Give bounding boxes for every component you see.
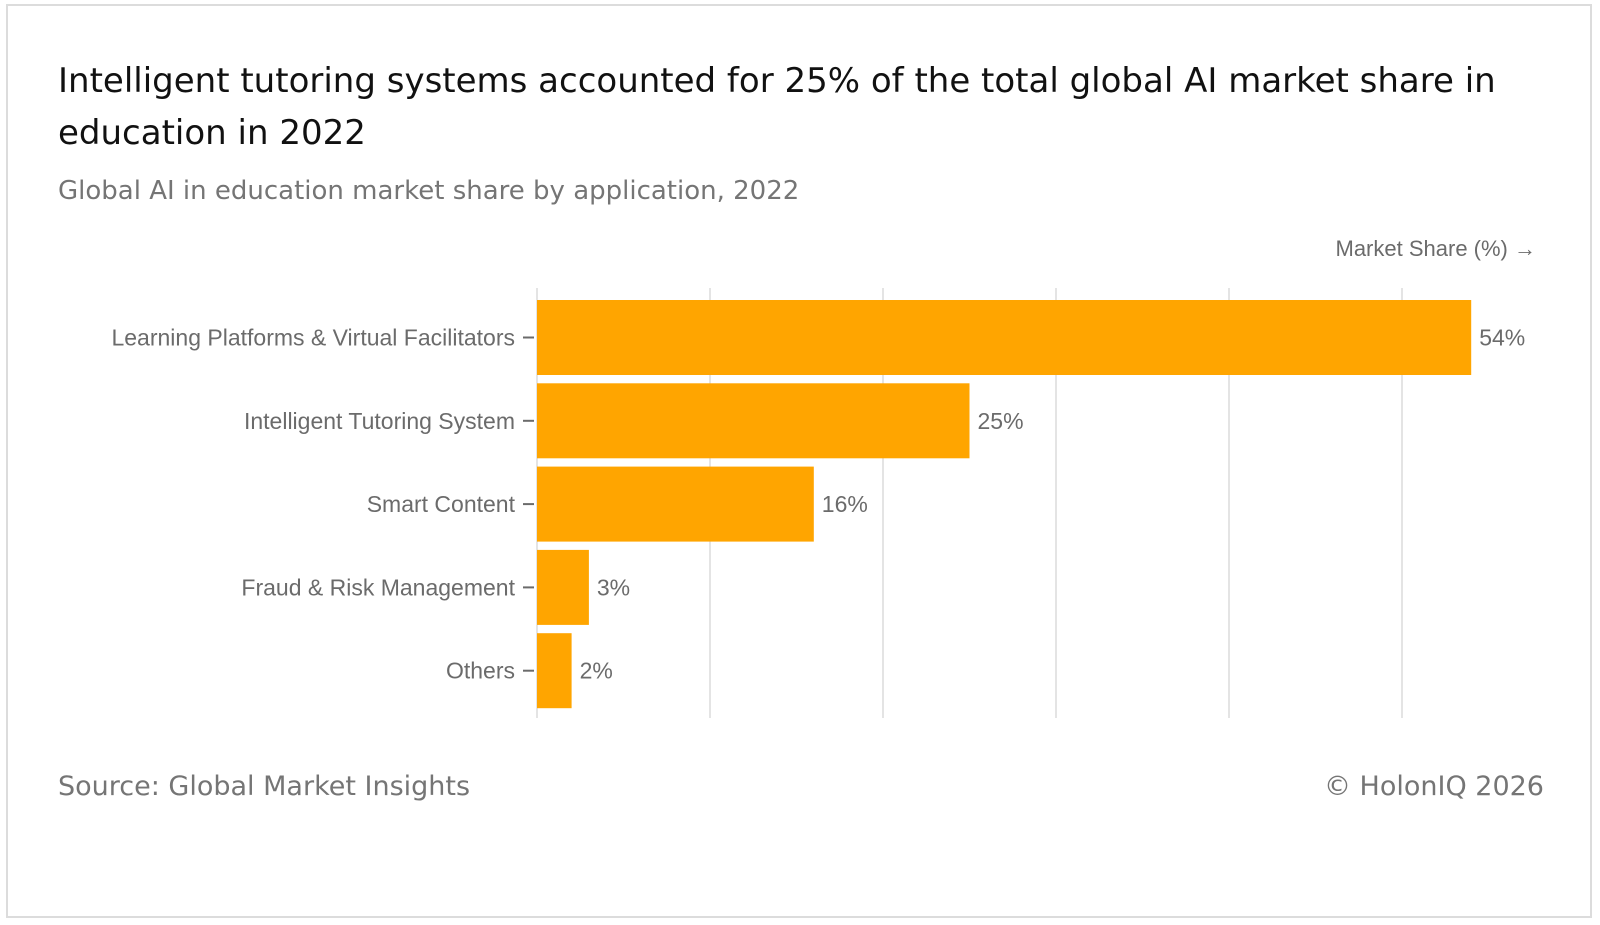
category-label-2: Smart Content: [367, 491, 516, 517]
source-note: Source: Global Market Insights: [58, 771, 471, 802]
labels: Learning Platforms & Virtual Facilitator…: [111, 325, 1525, 684]
bar-4: [537, 633, 572, 709]
category-label-1: Intelligent Tutoring System: [244, 408, 515, 434]
chart-subtitle: Global AI in education market share by a…: [58, 176, 800, 206]
bar-2: [537, 466, 814, 542]
category-label-4: Others: [446, 658, 515, 684]
bar-0: [537, 300, 1472, 375]
value-label-2: 16%: [822, 491, 868, 517]
chart-title: Intelligent tutoring systems accounted f…: [58, 61, 1496, 153]
value-label-4: 2%: [580, 658, 613, 684]
bar-1: [537, 383, 970, 459]
chart-frame: [6, 4, 1592, 918]
x-axis-title: Market Share (%) →: [1336, 236, 1537, 261]
bars: [537, 300, 1472, 709]
value-label-1: 25%: [978, 408, 1024, 434]
copyright-note: © HolonIQ 2026: [1323, 771, 1544, 802]
category-label-3: Fraud & Risk Management: [241, 574, 515, 600]
value-label-0: 54%: [1479, 325, 1525, 351]
bar-3: [537, 549, 589, 625]
category-label-0: Learning Platforms & Virtual Facilitator…: [111, 325, 515, 351]
value-label-3: 3%: [597, 574, 630, 600]
